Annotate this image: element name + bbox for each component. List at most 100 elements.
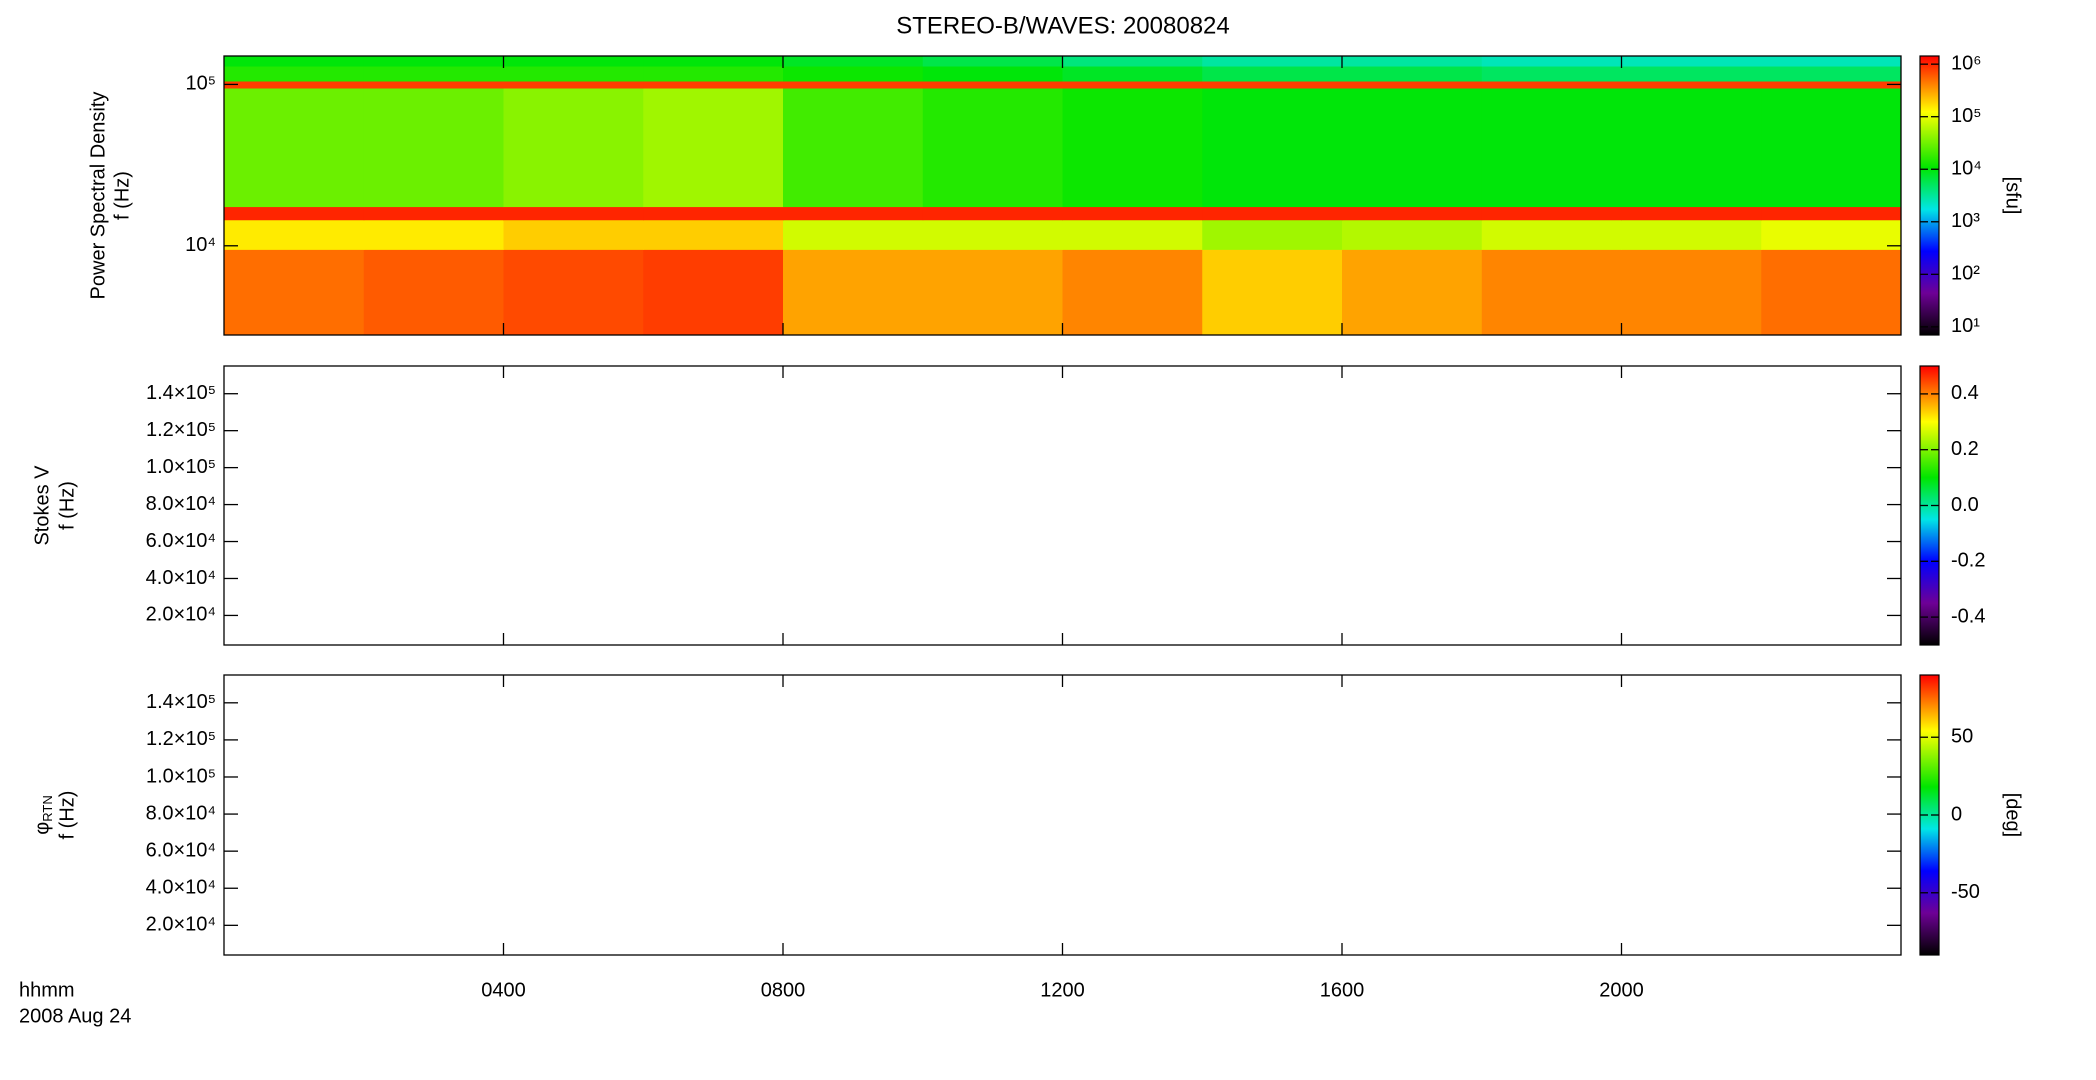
colorbar-tick-label: -50 [1951, 881, 1980, 903]
x-axis-label: hhmm [19, 979, 75, 1001]
y-axis-label: Power Spectral Density [87, 92, 109, 300]
heatmap-cell [224, 249, 365, 336]
heatmap-cell [643, 249, 784, 336]
y-axis-label: f (Hz) [111, 171, 133, 220]
x-tick-label: 0400 [481, 979, 526, 1001]
heatmap-cell [922, 219, 1063, 250]
y-tick-label: 1.2×10⁵ [146, 419, 216, 441]
y-tick-label: 2.0×10⁴ [146, 604, 216, 626]
heatmap-cell [1342, 219, 1483, 250]
heatmap-cell [503, 56, 644, 67]
y-tick-label: 8.0×10⁴ [146, 493, 216, 515]
y-tick-label: 6.0×10⁴ [146, 530, 216, 552]
y-axis-label-sub: RTN [40, 795, 55, 821]
heatmap-cell [1342, 56, 1483, 67]
heatmap-cell [1202, 249, 1343, 336]
heatmap-cell [503, 219, 644, 250]
heatmap-cell [1062, 206, 1203, 221]
heatmap-cell [643, 80, 784, 89]
heatmap-cell [1481, 249, 1622, 336]
heatmap-cell [1761, 80, 1902, 89]
heatmap-cell [224, 206, 365, 221]
heatmap-cell [1342, 66, 1483, 82]
heatmap-cell [1481, 206, 1622, 221]
heatmap-cell [1202, 66, 1343, 82]
heatmap-cell [1202, 219, 1343, 250]
heatmap-cell [224, 80, 365, 89]
heatmap-cell [783, 88, 924, 208]
heatmap-cell [783, 80, 924, 89]
y-tick-label: 10⁴ [185, 234, 216, 256]
heatmap-cell [224, 66, 365, 82]
heatmap-cell [363, 206, 504, 221]
plot-frame [223, 365, 1902, 646]
heatmap-cell [922, 249, 1063, 336]
colorbar-tick-label: 10¹ [1951, 315, 1980, 337]
heatmap-cell [922, 206, 1063, 221]
heatmap-cell [363, 66, 504, 82]
y-tick-label: 1.4×10⁵ [146, 382, 216, 404]
colorbar-label: [deg] [2002, 793, 2024, 837]
heatmap-cell [1062, 88, 1203, 208]
y-tick-label: 2.0×10⁴ [146, 914, 216, 936]
heatmap-cell [922, 56, 1063, 67]
heatmap-cell [1761, 219, 1902, 250]
colorbar-tick-label: 10⁶ [1951, 52, 1981, 74]
x-axis-date: 2008 Aug 24 [19, 1005, 131, 1027]
y-axis-label: φRTN [31, 795, 55, 834]
heatmap-cell [1062, 249, 1203, 336]
y-tick-label: 10⁵ [185, 73, 216, 95]
x-tick-label: 1600 [1320, 979, 1365, 1001]
heatmap-cell [1481, 66, 1622, 82]
heatmap-cell [224, 219, 365, 250]
heatmap-cell [922, 88, 1063, 208]
heatmap-cell [1202, 80, 1343, 89]
heatmap-cell [1761, 56, 1902, 67]
y-tick-label: 4.0×10⁴ [146, 877, 216, 899]
colorbar-tick-label: 50 [1951, 726, 1973, 748]
y-tick-label: 4.0×10⁴ [146, 567, 216, 589]
y-tick-label: 8.0×10⁴ [146, 802, 216, 824]
colorbar-tick-label: 0.4 [1951, 382, 1979, 404]
colorbar-tick-label: 0 [1951, 803, 1962, 825]
heatmap-cell [783, 56, 924, 67]
heatmap-cell [1342, 249, 1483, 336]
y-tick-label: 1.0×10⁵ [146, 456, 216, 478]
heatmap-cell [1761, 249, 1902, 336]
y-tick-label: 1.0×10⁵ [146, 765, 216, 787]
heatmap-cell [224, 88, 365, 208]
x-tick-label: 2000 [1599, 979, 1644, 1001]
heatmap-cell [1621, 66, 1762, 82]
heatmap-cell [1481, 219, 1622, 250]
heatmap-cell [1621, 88, 1762, 208]
x-tick-label: 0800 [761, 979, 806, 1001]
heatmap-cell [922, 66, 1063, 82]
x-tick-label: 1200 [1040, 979, 1085, 1001]
heatmap-cell [783, 66, 924, 82]
heatmap-cell [643, 219, 784, 250]
heatmap-cell [1481, 80, 1622, 89]
heatmap-cell [1342, 88, 1483, 208]
y-tick-label: 6.0×10⁴ [146, 839, 216, 861]
heatmap-cell [1621, 80, 1762, 89]
heatmap-cell [1761, 206, 1902, 221]
heatmap-cell [643, 56, 784, 67]
heatmap-cell [1761, 66, 1902, 82]
heatmap-cell [363, 80, 504, 89]
heatmap-cell [224, 56, 365, 67]
heatmap-cell [1621, 219, 1762, 250]
heatmap-cell [1621, 249, 1762, 336]
heatmap-cell [783, 206, 924, 221]
heatmap-cell [643, 206, 784, 221]
plot-frame [223, 674, 1902, 956]
colorbar-tick-label: 10³ [1951, 210, 1980, 232]
heatmap-cell [643, 66, 784, 82]
heatmap-cell [1481, 56, 1622, 67]
heatmap-cell [783, 249, 924, 336]
y-axis-label: f (Hz) [56, 481, 78, 530]
heatmap-cell [922, 80, 1063, 89]
heatmap-cell [1062, 56, 1203, 67]
heatmap-cell [363, 88, 504, 208]
